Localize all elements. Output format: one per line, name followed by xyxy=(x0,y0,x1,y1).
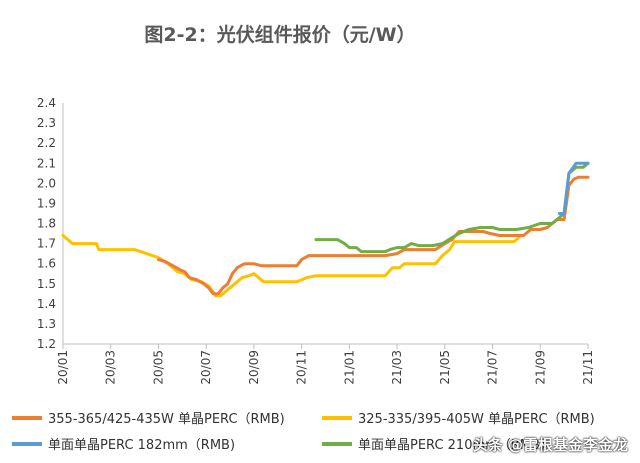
series-line-2 xyxy=(557,161,590,215)
y-tick-label-7: 1.9 xyxy=(37,196,56,210)
legend-swatch-0 xyxy=(12,415,42,420)
y-tick-label-1: 1.3 xyxy=(37,317,56,331)
legend-item-1: 325-335/395-405W 单晶PERC（RMB) xyxy=(322,408,595,427)
y-tick-label-2: 1.4 xyxy=(37,297,56,311)
legend-swatch-2 xyxy=(12,441,42,446)
x-tick-label-0: 20/01 xyxy=(56,350,70,385)
y-tick-label-8: 2.0 xyxy=(37,176,56,190)
x-tick-label-6: 21/01 xyxy=(342,350,356,385)
legend-swatch-1 xyxy=(322,415,352,420)
x-tick-label-10: 21/09 xyxy=(533,350,547,385)
legend-swatch-3 xyxy=(322,441,352,446)
series-line-1 xyxy=(61,234,521,298)
y-tick-label-4: 1.6 xyxy=(37,257,56,271)
x-tick-label-8: 21/05 xyxy=(438,350,452,385)
legend-label-3: 单面单晶PERC 210mm（RMB) xyxy=(358,438,546,453)
legend-label-2: 单面单晶PERC 182mm（RMB) xyxy=(48,438,236,453)
legend-item-0: 355-365/425-435W 单晶PERC（RMB) xyxy=(12,408,285,427)
y-tick-label-12: 2.4 xyxy=(37,96,56,110)
y-tick-label-5: 1.7 xyxy=(37,237,56,251)
y-tick-label-9: 2.1 xyxy=(37,156,56,170)
series-line-0 xyxy=(157,175,590,296)
x-tick-label-9: 21/07 xyxy=(486,350,500,385)
y-tick-label-0: 1.2 xyxy=(37,337,56,351)
x-tick-label-3: 20/07 xyxy=(199,350,213,385)
x-tick-label-2: 20/05 xyxy=(151,350,165,385)
legend-item-2: 单面单晶PERC 182mm（RMB) xyxy=(12,434,235,453)
y-tick-label-6: 1.8 xyxy=(37,217,56,231)
y-tick-label-10: 2.2 xyxy=(37,136,56,150)
y-tick-label-11: 2.3 xyxy=(37,116,56,130)
series-line-3 xyxy=(314,161,590,254)
legend-item-3: 单面单晶PERC 210mm（RMB) xyxy=(322,434,545,453)
x-tick-label-7: 21/03 xyxy=(390,350,404,385)
watermark: 头条 @雷根基金李金龙 xyxy=(472,436,628,454)
x-tick-label-4: 20/09 xyxy=(247,350,261,385)
x-tick-label-5: 20/11 xyxy=(295,350,309,385)
x-tick-label-11: 21/11 xyxy=(581,350,595,385)
x-tick-label-1: 20/03 xyxy=(104,350,118,385)
legend-label-0: 355-365/425-435W 单晶PERC（RMB) xyxy=(48,412,285,427)
y-tick-label-3: 1.5 xyxy=(37,277,56,291)
legend-label-1: 325-335/395-405W 单晶PERC（RMB) xyxy=(358,412,595,427)
chart-title: 图2-2：光伏组件报价（元/W） xyxy=(144,24,416,46)
